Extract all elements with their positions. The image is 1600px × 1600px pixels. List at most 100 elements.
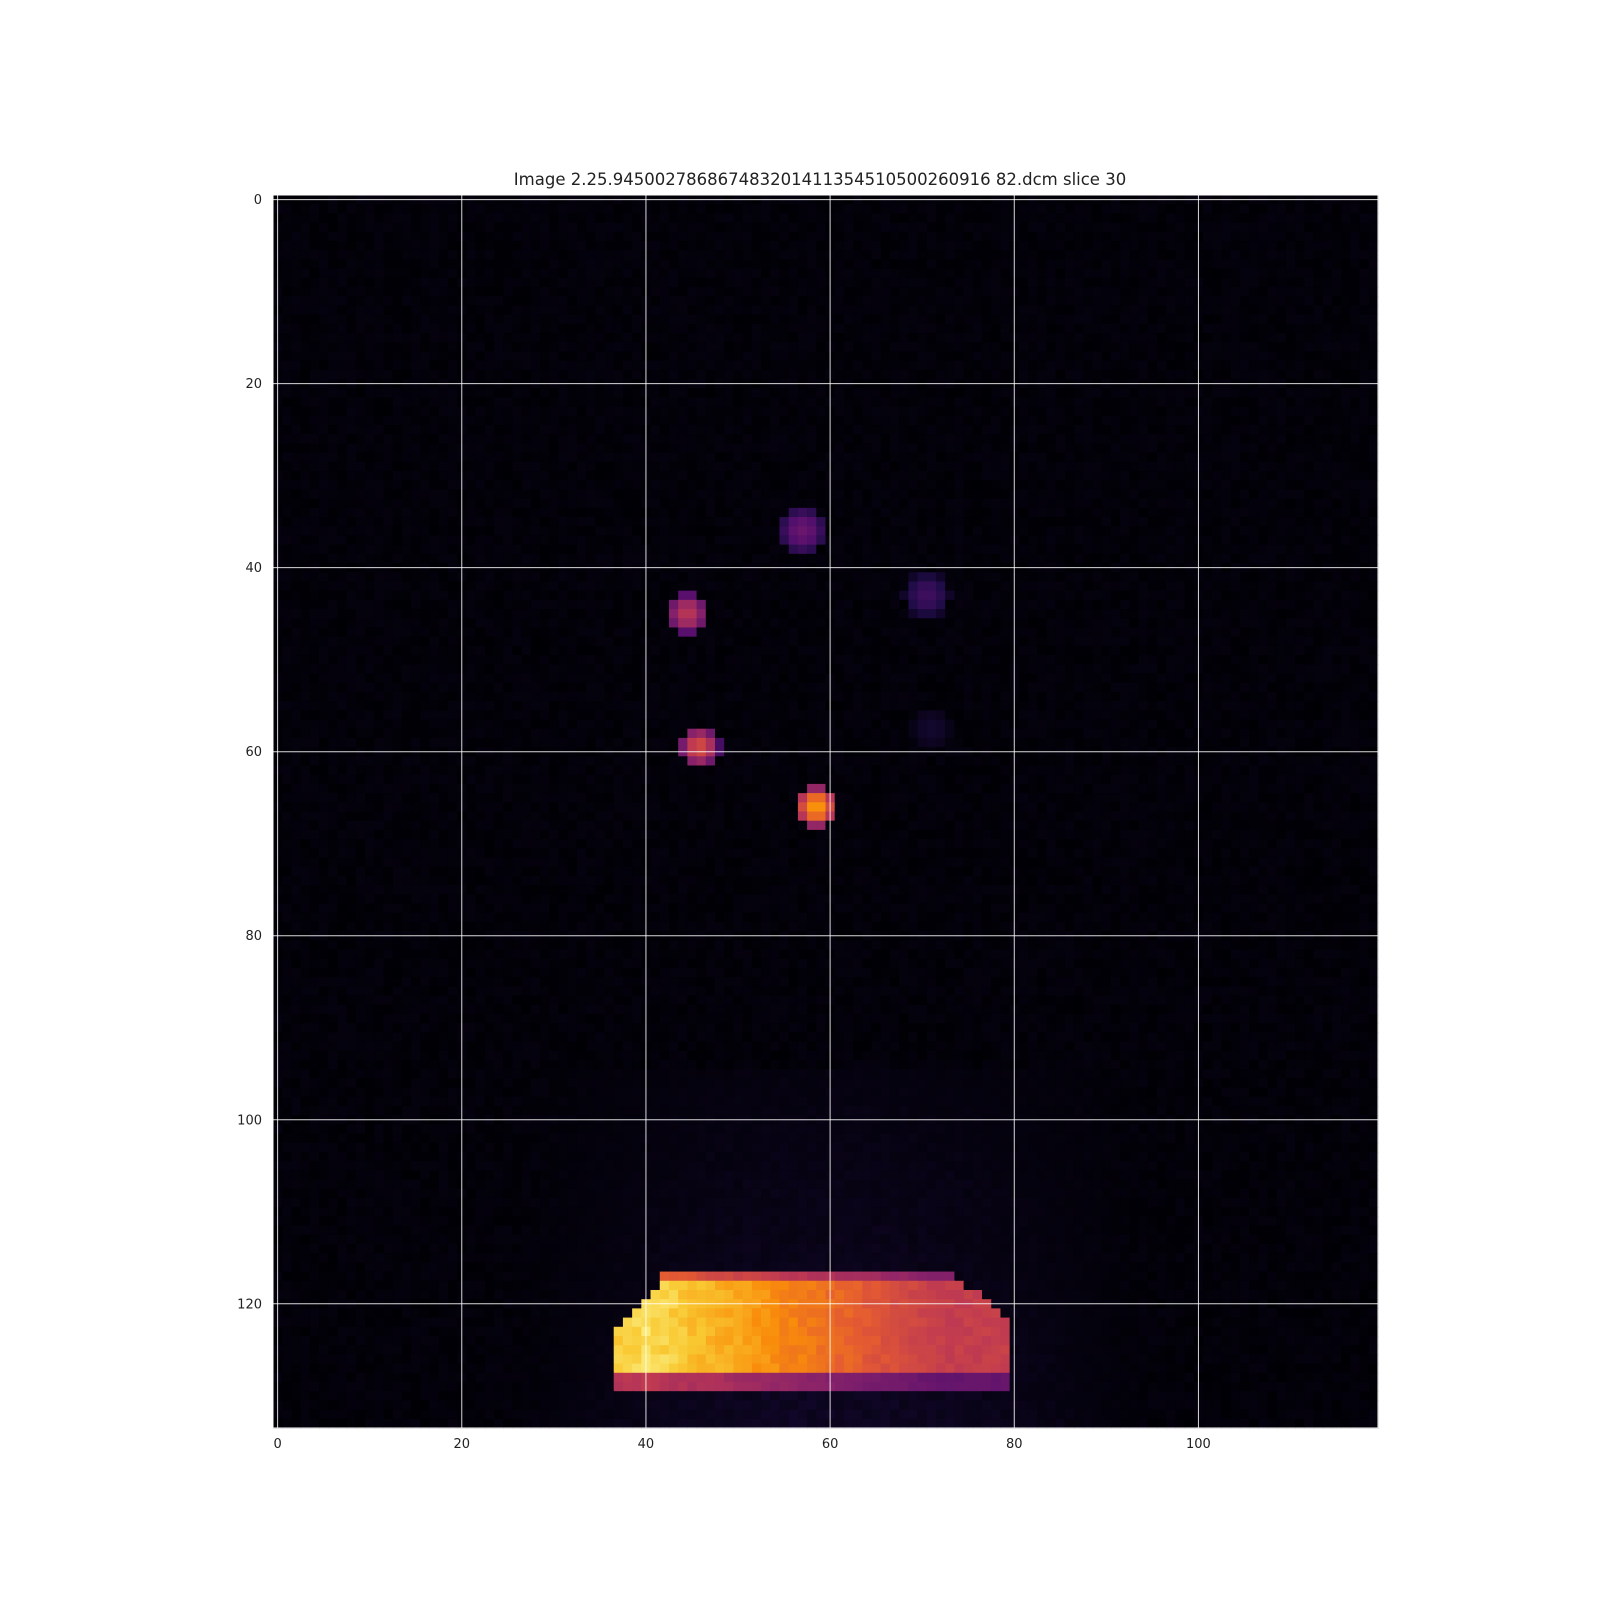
heatmap-cell bbox=[401, 452, 412, 463]
heatmap-cell bbox=[1230, 388, 1241, 399]
heatmap-cell bbox=[549, 443, 560, 454]
heatmap-cell bbox=[1249, 461, 1259, 472]
heatmap-cell bbox=[604, 452, 615, 463]
heatmap-cell bbox=[1359, 305, 1370, 316]
heatmap-cell bbox=[392, 507, 403, 518]
heatmap-cell bbox=[576, 507, 587, 518]
heatmap-cell bbox=[438, 425, 449, 435]
heatmap-cell bbox=[595, 342, 606, 353]
heatmap-cell bbox=[1074, 507, 1084, 518]
heatmap-cell bbox=[1101, 434, 1112, 445]
heatmap-cell bbox=[668, 222, 679, 233]
heatmap-cell bbox=[1028, 471, 1038, 481]
heatmap-cell bbox=[1037, 526, 1048, 537]
heatmap-cell bbox=[705, 397, 716, 408]
heatmap-cell bbox=[1175, 443, 1186, 454]
heatmap-cell bbox=[530, 415, 541, 426]
heatmap-cell bbox=[622, 572, 633, 583]
heatmap-cell bbox=[1368, 250, 1379, 261]
heatmap-cell bbox=[1313, 415, 1324, 426]
heatmap-cell bbox=[1018, 241, 1029, 251]
heatmap-cell bbox=[512, 517, 523, 527]
heatmap-cell bbox=[447, 360, 458, 371]
heatmap-cell bbox=[945, 250, 956, 261]
heatmap-cell bbox=[484, 480, 495, 491]
heatmap-cell bbox=[807, 415, 817, 426]
heatmap-cell bbox=[954, 553, 965, 564]
heatmap-cell bbox=[1028, 425, 1038, 435]
heatmap-cell bbox=[926, 296, 937, 307]
heatmap-cell bbox=[742, 250, 753, 261]
heatmap-cell bbox=[733, 526, 744, 537]
heatmap-cell bbox=[1239, 342, 1250, 353]
heatmap-cell bbox=[1138, 351, 1149, 362]
heatmap-cell bbox=[466, 342, 477, 353]
heatmap-cell bbox=[788, 572, 799, 583]
heatmap-cell bbox=[1000, 259, 1011, 270]
heatmap-cell bbox=[466, 553, 477, 564]
heatmap-cell bbox=[1239, 452, 1250, 463]
heatmap-cell bbox=[751, 461, 762, 472]
heatmap-cell bbox=[1074, 471, 1084, 481]
heatmap-cell bbox=[1138, 526, 1149, 537]
heatmap-cell bbox=[549, 517, 560, 527]
heatmap-cell bbox=[300, 323, 311, 334]
heatmap-cell bbox=[751, 250, 762, 261]
heatmap-cell bbox=[1166, 333, 1177, 343]
heatmap-cell bbox=[392, 250, 403, 261]
heatmap-cell bbox=[1221, 498, 1232, 509]
heatmap-cell bbox=[282, 305, 293, 316]
heatmap-cell bbox=[1129, 231, 1140, 242]
heatmap-cell bbox=[889, 305, 900, 316]
heatmap-cell bbox=[1166, 489, 1177, 500]
heatmap-cell bbox=[1166, 498, 1177, 509]
heatmap-cell bbox=[328, 388, 339, 399]
heatmap-cell bbox=[1331, 231, 1342, 242]
heatmap-cell bbox=[742, 333, 753, 343]
heatmap-cell bbox=[309, 222, 320, 233]
heatmap-cell bbox=[880, 204, 891, 214]
heatmap-cell bbox=[319, 213, 329, 224]
heatmap-cell bbox=[1055, 259, 1066, 270]
heatmap-cell bbox=[549, 250, 560, 261]
heatmap-cell bbox=[1055, 443, 1066, 454]
heatmap-cell bbox=[1368, 452, 1379, 463]
heatmap-cell bbox=[724, 471, 735, 481]
heatmap-cell bbox=[899, 517, 909, 527]
heatmap-cell bbox=[1028, 351, 1038, 362]
heatmap-cell bbox=[567, 222, 578, 233]
heatmap-cell bbox=[1322, 360, 1333, 371]
heatmap-cell bbox=[346, 287, 357, 297]
heatmap-cell bbox=[1249, 314, 1259, 325]
heatmap-cell bbox=[816, 323, 827, 334]
heatmap-cell bbox=[530, 369, 541, 380]
heatmap-cell bbox=[392, 296, 403, 307]
heatmap-cell bbox=[429, 231, 440, 242]
heatmap-cell bbox=[696, 351, 707, 362]
heatmap-cell bbox=[1138, 296, 1149, 307]
heatmap-cell bbox=[1092, 388, 1103, 399]
heatmap-cell bbox=[871, 425, 882, 435]
heatmap-cell bbox=[1083, 434, 1094, 445]
heatmap-cell bbox=[420, 287, 431, 297]
heatmap-cell bbox=[1074, 231, 1084, 242]
heatmap-cell bbox=[687, 498, 698, 509]
heatmap-cell bbox=[411, 360, 421, 371]
heatmap-cell bbox=[540, 572, 550, 583]
heatmap-cell bbox=[595, 526, 606, 537]
heatmap-cell bbox=[733, 360, 744, 371]
heatmap-cell bbox=[659, 250, 670, 261]
heatmap-cell bbox=[963, 553, 974, 564]
heatmap-cell bbox=[650, 406, 661, 417]
heatmap-cell bbox=[300, 296, 311, 307]
heatmap-cell bbox=[659, 351, 670, 362]
heatmap-cell bbox=[926, 480, 937, 491]
heatmap-cell bbox=[843, 544, 854, 555]
heatmap-cell bbox=[788, 526, 799, 537]
heatmap-cell bbox=[1110, 526, 1121, 537]
heatmap-cell bbox=[926, 507, 937, 518]
heatmap-cell bbox=[1037, 471, 1048, 481]
heatmap-cell bbox=[880, 480, 891, 491]
heatmap-cell bbox=[1359, 259, 1370, 270]
heatmap-cell bbox=[632, 397, 642, 408]
